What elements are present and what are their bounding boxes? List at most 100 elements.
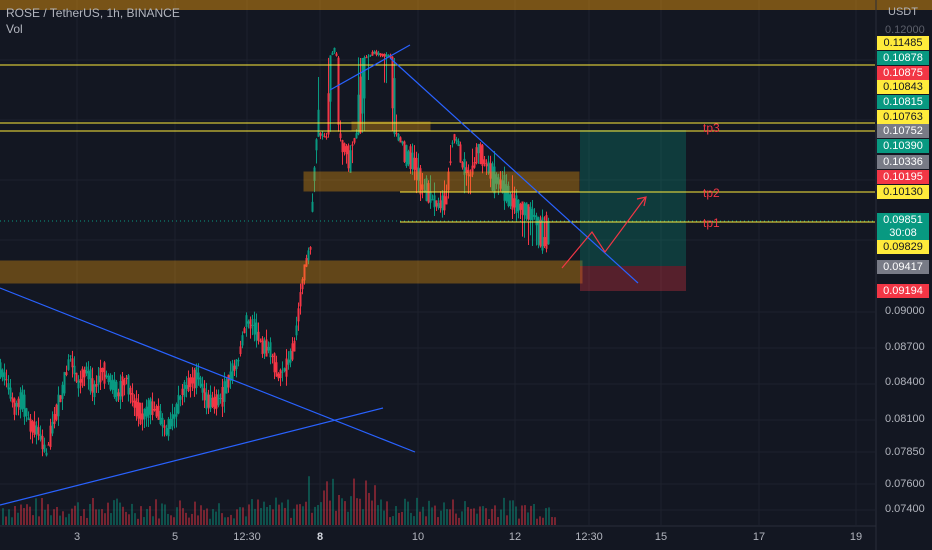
time-tick: 3 [73, 531, 81, 543]
candle-body [115, 381, 118, 401]
volume-bar [494, 505, 496, 525]
volume-bar [335, 510, 337, 525]
candle-body [371, 51, 374, 56]
candle-body [253, 318, 256, 335]
candle-body [349, 150, 352, 173]
candle-body [197, 372, 200, 380]
volume-bar [86, 517, 88, 525]
candle-body [25, 408, 28, 417]
volume-bar [50, 515, 52, 525]
volume-bar [278, 504, 280, 525]
candle-body [69, 355, 72, 357]
candle-body [29, 418, 32, 432]
volume-bar [125, 511, 127, 525]
candle-body [345, 146, 348, 155]
volume-bar [296, 504, 298, 525]
volume-bar [332, 478, 334, 525]
candle-body [343, 143, 346, 152]
volume-bar [548, 507, 550, 525]
candle-body [453, 134, 456, 141]
candle-body [205, 392, 208, 409]
currency-label: USDT [888, 6, 918, 18]
candle-body [501, 180, 504, 193]
candle-body [201, 383, 204, 393]
volume-bar [545, 508, 547, 525]
candle-body [149, 398, 152, 415]
candle-body [251, 324, 254, 326]
candle-body [81, 368, 84, 386]
volume-bar [14, 506, 16, 525]
candle-body [235, 359, 238, 370]
candle-body [129, 387, 132, 395]
candle-body [213, 396, 216, 410]
projection-path [561, 197, 646, 269]
candle-body [477, 144, 480, 154]
candle-body [73, 365, 76, 375]
candle-body [383, 53, 386, 57]
candle-body [491, 163, 494, 191]
volume-bar [527, 512, 529, 525]
candle-body [435, 200, 438, 207]
candle-body [369, 54, 372, 56]
candle-body [443, 192, 446, 211]
candle-body [275, 362, 278, 377]
candle-body [473, 161, 476, 168]
volume-bar [347, 511, 349, 525]
candle-body [113, 379, 116, 397]
candle-body [367, 56, 370, 58]
volume-bar [269, 505, 271, 525]
volume-bar [122, 506, 124, 525]
candle-body [89, 369, 92, 392]
candle-body [313, 167, 316, 181]
candle-body [61, 384, 64, 399]
candle-body [215, 394, 218, 409]
volume-bar [503, 497, 505, 525]
candle-body [497, 177, 500, 185]
volume-bar [68, 513, 70, 525]
candle-body [185, 385, 188, 389]
candle-body [279, 369, 282, 379]
candle-body [305, 258, 308, 267]
volume-bar [521, 505, 523, 525]
tp1-label: tp1 [703, 216, 720, 230]
volume-bar [257, 499, 259, 525]
volume-bar [434, 505, 436, 525]
candle-body [239, 346, 242, 355]
price-tick: 0.07600 [885, 478, 925, 490]
candle-body [333, 47, 336, 53]
candle-body [85, 366, 88, 374]
time-tick: 8 [316, 531, 324, 543]
volume-bar [47, 504, 49, 525]
candle-body [1, 369, 4, 377]
candle-body [13, 398, 16, 415]
volume-bar [83, 509, 85, 525]
candle-body [151, 401, 154, 416]
volume-bar [350, 496, 352, 525]
candle-body [303, 264, 306, 281]
volume-bar [311, 512, 313, 525]
candle-body [143, 408, 146, 420]
volume-bar [275, 497, 277, 525]
candle-body [277, 373, 280, 379]
volume-bar [470, 508, 472, 525]
candle-body [65, 372, 68, 376]
volume-bar [248, 504, 250, 525]
candle-body [47, 444, 50, 446]
candle-body [269, 342, 272, 358]
volume-bar [407, 501, 409, 525]
price-badge: 0.10875 [877, 66, 929, 80]
candle-body [79, 379, 82, 383]
volume-bar [437, 517, 439, 525]
volume-bar [8, 509, 10, 525]
candle-body [403, 141, 406, 162]
candle-body [153, 408, 156, 411]
volume-bar [290, 517, 292, 525]
price-badge: 0.09194 [877, 284, 929, 298]
candle-body [179, 396, 182, 400]
candle-body [187, 378, 190, 392]
volume-bar [158, 518, 160, 525]
volume-bar [491, 508, 493, 525]
candle-body [237, 360, 240, 362]
candle-body [207, 394, 210, 408]
